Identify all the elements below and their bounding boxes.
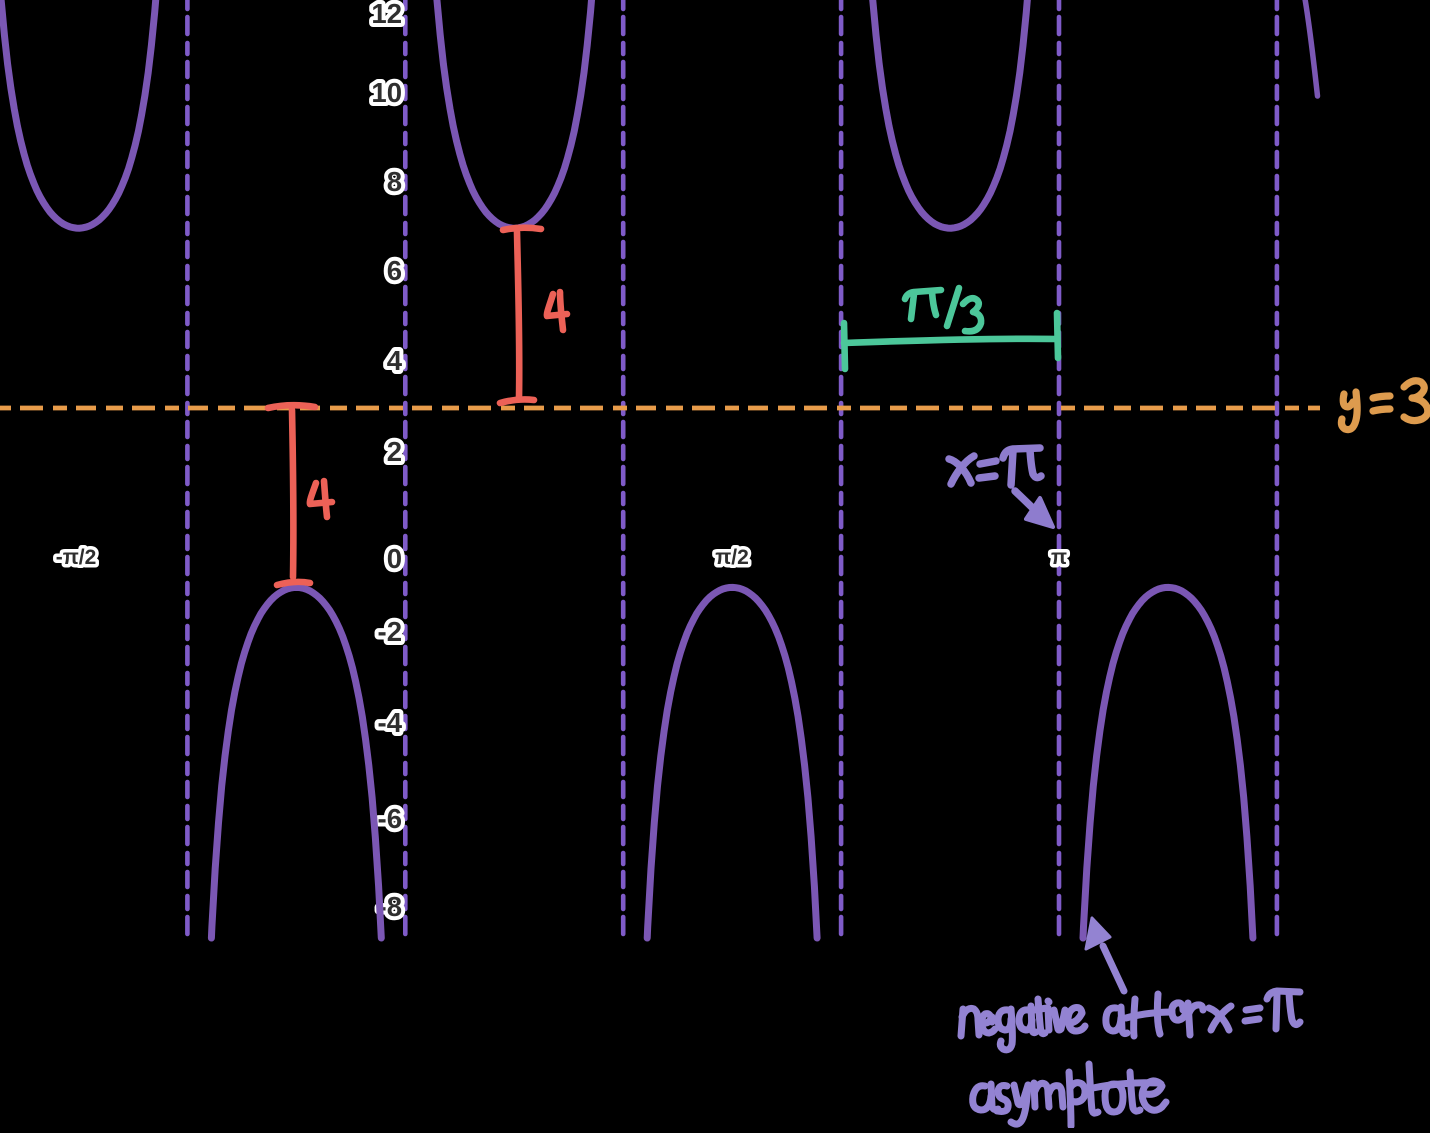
svg-text:2: 2: [387, 436, 402, 467]
svg-text:-2: -2: [378, 616, 402, 647]
svg-text:10: 10: [371, 77, 402, 108]
svg-text:π/2: π/2: [715, 546, 749, 569]
svg-text:8: 8: [387, 166, 402, 197]
svg-text:12: 12: [371, 0, 402, 29]
svg-text:-4: -4: [378, 707, 403, 738]
svg-text:π: π: [1051, 546, 1067, 569]
svg-text:-π/2: -π/2: [56, 546, 97, 569]
svg-text:6: 6: [387, 255, 402, 286]
svg-text:0: 0: [387, 543, 402, 574]
svg-text:4: 4: [387, 345, 403, 376]
svg-text:-6: -6: [378, 803, 402, 834]
